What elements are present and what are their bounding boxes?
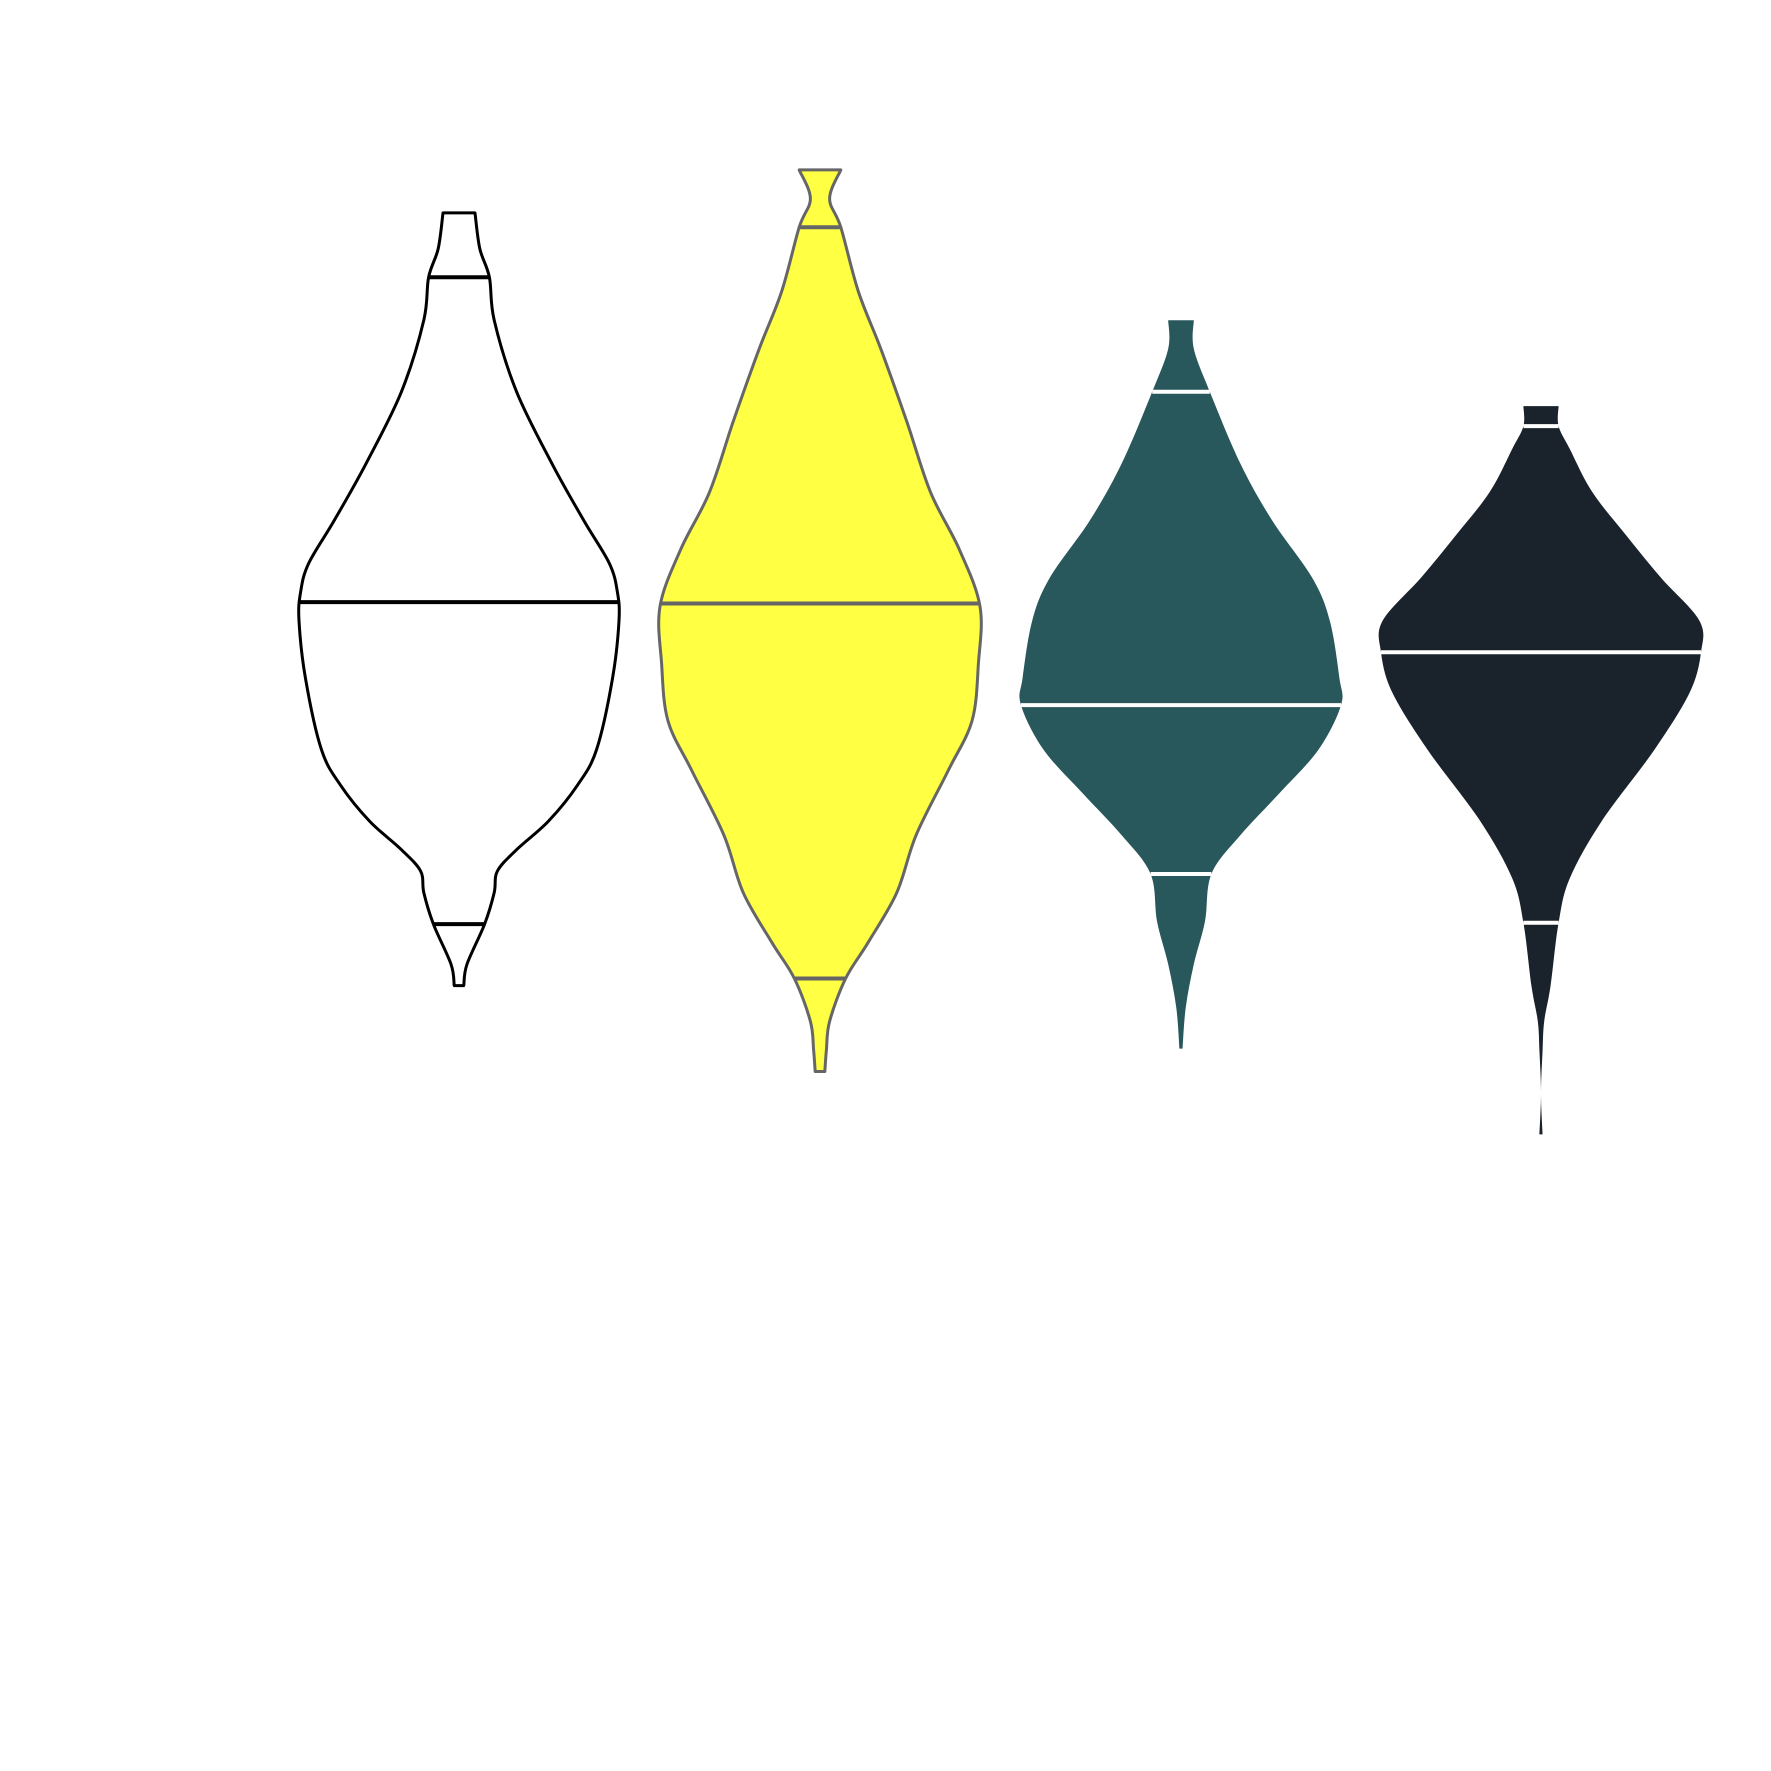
violin-2 [657,168,983,1073]
violin-4-body [1378,406,1704,1135]
violin-1-body [297,211,621,988]
violin-4 [1378,406,1704,1135]
violin-2-body [657,168,983,1073]
violin-1 [297,211,621,988]
violin-3-body [1019,320,1343,1049]
violin-3 [1019,320,1343,1049]
